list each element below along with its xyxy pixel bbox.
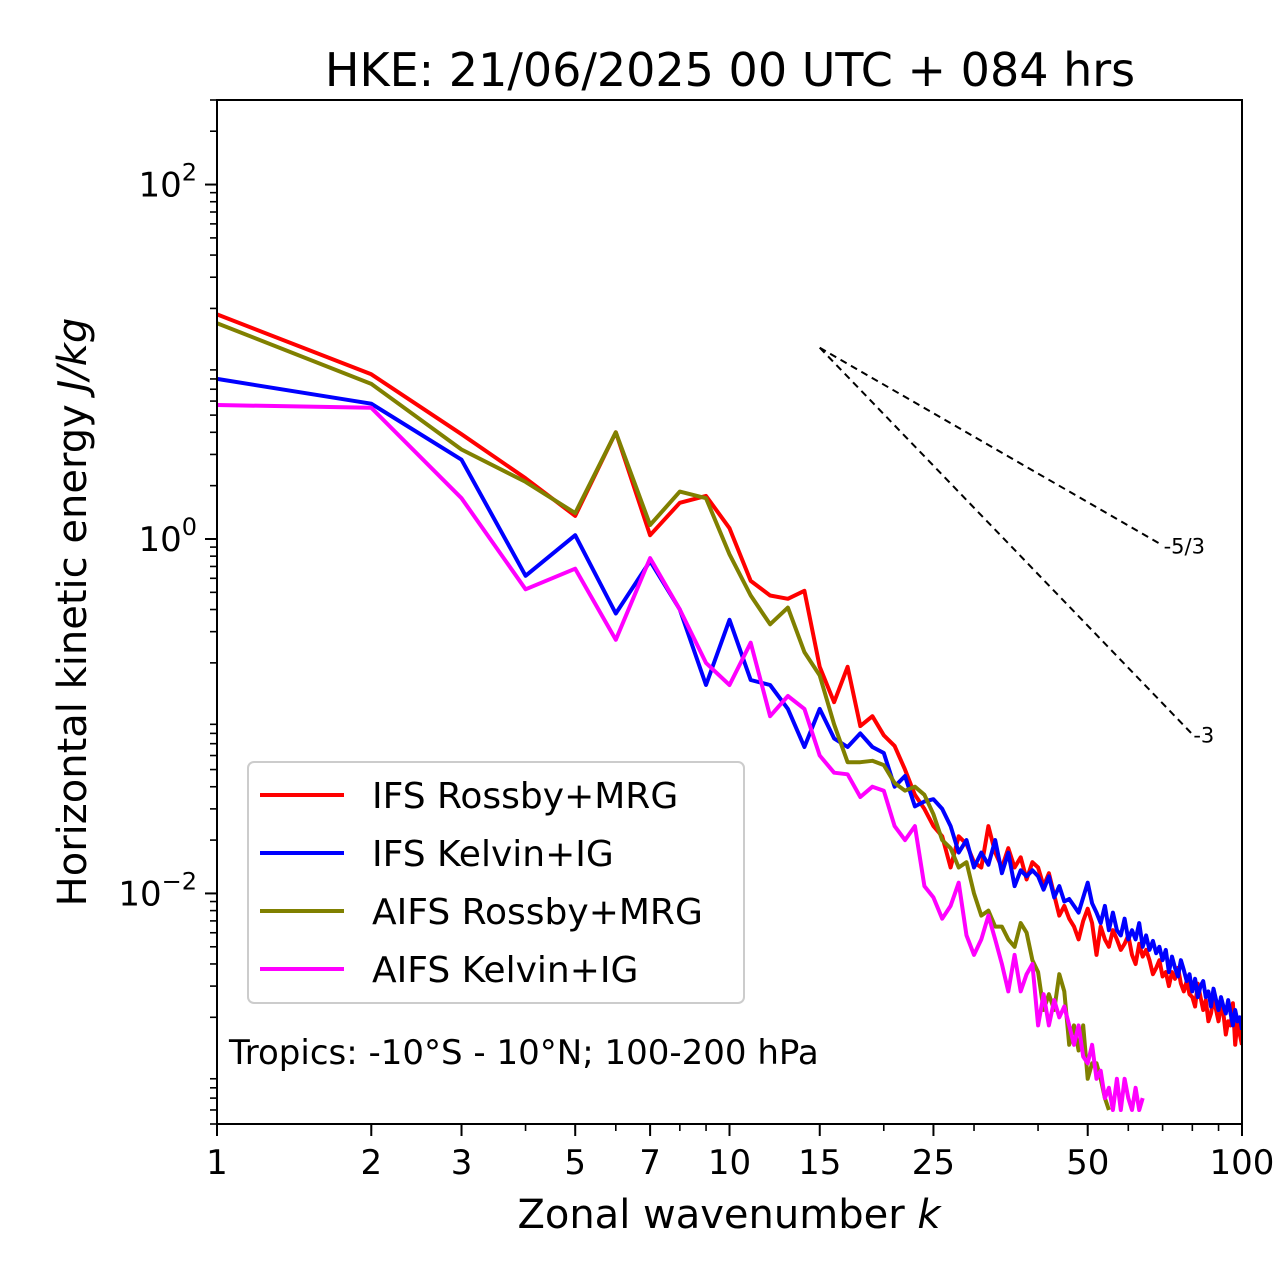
legend-label: IFS Rossby+MRG [372, 776, 678, 817]
x-tick-label: 100 [1210, 1143, 1275, 1183]
x-tick-label: 50 [1066, 1143, 1109, 1183]
reference-slope-labels: -5/3 -3 [1164, 534, 1215, 747]
x-tick-label: 7 [639, 1143, 661, 1183]
x-tick-label: 5 [564, 1143, 586, 1183]
series-line [217, 403, 1145, 1112]
y-axis-title: Horizontal kinetic energy J/kg [50, 318, 96, 907]
reference-line [819, 346, 1164, 547]
reference-line-label: -5/3 [1164, 534, 1205, 558]
series-line [217, 312, 1242, 1047]
reference-line [819, 347, 1194, 735]
chart-title: HKE: 21/06/2025 00 UTC + 084 hrs [325, 43, 1135, 97]
plot-frame [216, 99, 1243, 1125]
legend: IFS Rossby+MRG IFS Kelvin+IG AIFS Rossby+M… [247, 761, 745, 1004]
y-tick-label: 100 [138, 513, 197, 560]
legend-label: AIFS Rossby+MRG [372, 892, 703, 933]
series-lines [217, 312, 1242, 1112]
x-tick-label: 2 [360, 1143, 382, 1183]
x-tick-label: 1 [206, 1143, 228, 1183]
x-tick-label: 10 [708, 1143, 751, 1183]
x-axis-title: Zonal wavenumber k [517, 1192, 942, 1238]
series-line [217, 321, 1111, 1111]
y-axis-ticks: 10−2 100 102 [118, 159, 217, 914]
series-line [217, 376, 1242, 1031]
x-axis-ticks: 1 2 3 5 7 10 15 25 50 100 [206, 1124, 1274, 1183]
x-tick-label: 25 [912, 1143, 955, 1183]
reference-slope-lines [819, 346, 1194, 735]
legend-box [247, 761, 745, 1004]
y-tick-label: 102 [138, 159, 197, 206]
legend-label: AIFS Kelvin+IG [372, 950, 638, 991]
region-annotation: Tropics: -10°S - 10°N; 100-200 hPa [228, 1033, 819, 1073]
legend-label: IFS Kelvin+IG [372, 834, 614, 875]
x-tick-label: 3 [451, 1143, 473, 1183]
minor-ticks [210, 99, 1220, 1131]
x-tick-label: 15 [798, 1143, 841, 1183]
y-tick-label: 10−2 [118, 867, 197, 914]
reference-line-label: -3 [1193, 723, 1214, 747]
